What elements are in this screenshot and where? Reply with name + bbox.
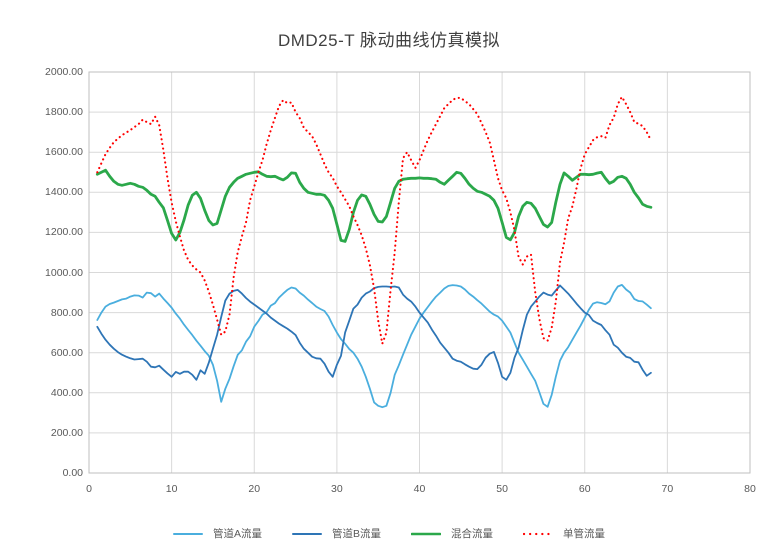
legend-item-pipe-b[interactable]: 管道B流量 [292,526,381,541]
x-tick-label: 60 [578,483,591,495]
legend-item-mixed[interactable]: 混合流量 [411,526,493,541]
x-tick-label: 80 [744,483,756,495]
pipe-b-line-swatch-icon [292,532,322,535]
legend-item-pipe-a[interactable]: 管道A流量 [172,526,262,541]
y-tick-label: 400.00 [50,386,83,399]
y-tick-label: 1800.00 [45,106,83,119]
single-line-swatch-icon [523,532,554,535]
y-tick-label: 600.00 [50,346,83,359]
mixed-line-swatch-icon [411,532,442,535]
x-tick-label: 50 [496,483,508,495]
legend: 管道A流量 管道B流量 混合流量 单管流量 [0,526,778,541]
pipe-a-line-swatch-icon [172,532,203,535]
legend-label-pipe-a: 管道A流量 [212,528,262,540]
legend-label-mixed: 混合流量 [451,528,494,540]
series-line-1 [96,284,652,381]
y-tick-label: 0.00 [62,467,83,479]
series-line-0 [96,284,652,409]
plot-border [88,71,751,474]
x-tick-label: 30 [331,483,343,495]
legend-label-single: 单管流量 [563,528,606,540]
legend-label-pipe-b: 管道B流量 [332,528,382,540]
y-tick-label: 1400.00 [45,186,83,199]
y-tick-label: 200.00 [50,426,83,439]
chart-title: DMD25-T 脉动曲线仿真模拟 [277,31,501,50]
x-tick-label: 0 [86,483,92,495]
legend-item-single[interactable]: 单管流量 [523,526,605,541]
y-tick-label: 1600.00 [45,146,83,159]
x-tick-label: 40 [413,483,426,495]
series-line-2 [95,168,653,243]
y-tick-label: 1000.00 [45,266,83,279]
x-tick-label: 70 [661,483,674,495]
series-line-3 [96,95,652,345]
x-tick-label: 10 [165,483,178,495]
y-tick-label: 2000.00 [45,66,83,78]
y-tick-label: 800.00 [50,306,83,319]
y-tick-label: 1200.00 [45,226,83,239]
x-tick-label: 20 [248,483,261,495]
